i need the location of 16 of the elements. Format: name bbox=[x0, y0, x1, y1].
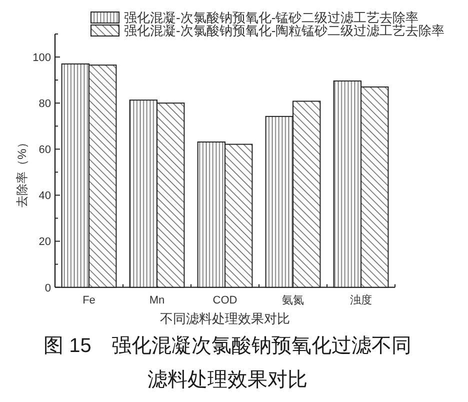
legend-label: 强化混凝-次氯酸钠预氧化-陶粒锰砂二级过滤工艺去除率 bbox=[124, 23, 445, 38]
y-tick-label: 60 bbox=[38, 144, 51, 156]
y-tick-label: 80 bbox=[38, 98, 51, 110]
legend-label: 强化混凝-次氯酸钠预氧化-锰砂二级过滤工艺去除率 bbox=[124, 10, 419, 25]
x-tick-label: 氨氮 bbox=[282, 294, 304, 306]
text: 图 15 强化混凝次氯酸钠预氧化过滤不同滤料处理效果对比 bbox=[42, 334, 412, 393]
x-axis-title: 不同滤料处理效果对比 bbox=[160, 311, 290, 326]
x-tick-label: COD bbox=[212, 294, 238, 306]
x-tick-label: Fe bbox=[82, 294, 96, 306]
y-axis-title: 去除率（%） bbox=[15, 136, 29, 208]
y-tick-label: 100 bbox=[32, 52, 51, 64]
y-tick-label: 40 bbox=[38, 190, 51, 202]
y-tick-label: 20 bbox=[38, 236, 51, 248]
y-tick-label: 0 bbox=[44, 282, 51, 294]
x-tick-label: Mn bbox=[149, 294, 165, 306]
x-tick-label: 浊度 bbox=[350, 293, 372, 306]
